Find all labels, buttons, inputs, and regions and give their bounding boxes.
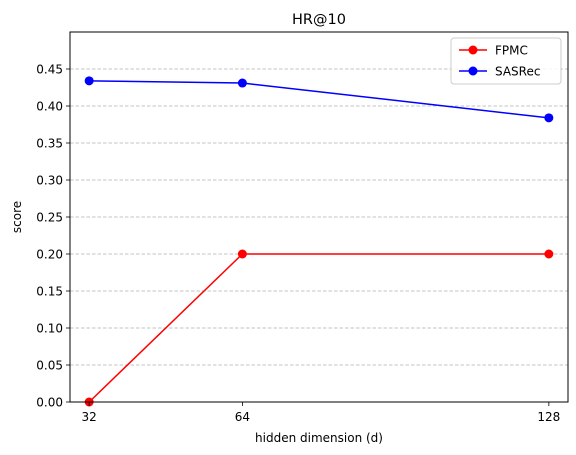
y-axis: 0.00 0.05 0.10 0.15 0.20 0.25 0.30 0.35 0.40 0.45	[36, 63, 70, 410]
y-tick-label: 0.30	[36, 174, 63, 188]
series-lines	[88, 80, 549, 403]
legend-label-sasrec: SASRec	[495, 65, 540, 79]
y-tick-label: 0.45	[36, 63, 63, 77]
y-tick-label: 0.10	[36, 322, 63, 336]
x-tick-label: 128	[537, 410, 560, 424]
y-tick-label: 0.20	[36, 248, 63, 262]
x-tick-label: 32	[82, 410, 97, 424]
y-tick-label: 0.40	[36, 100, 63, 114]
data-point-fpmc	[237, 249, 247, 259]
data-point-sasrec	[84, 76, 94, 86]
y-tick-label: 0.15	[36, 285, 63, 299]
series-points	[84, 76, 554, 407]
x-axis-label: hidden dimension (d)	[255, 431, 383, 445]
grid-lines	[70, 68, 568, 366]
x-axis: 32 64 128	[82, 402, 560, 424]
legend-marker-sasrec	[468, 66, 478, 76]
legend: FPMC SASRec	[450, 37, 562, 85]
x-tick-label: 64	[235, 410, 250, 424]
series-line-sasrec	[89, 80, 549, 119]
y-tick-label: 0.35	[36, 137, 63, 151]
legend-marker-fpmc	[468, 45, 478, 55]
data-point-sasrec	[544, 113, 554, 123]
y-tick-label: 0.00	[36, 396, 63, 410]
y-tick-label: 0.05	[36, 359, 63, 373]
y-tick-label: 0.25	[36, 211, 63, 225]
data-point-sasrec	[237, 78, 247, 88]
y-axis-label: score	[10, 201, 24, 233]
chart-title: HR@10	[292, 12, 346, 28]
legend-label-fpmc: FPMC	[495, 44, 528, 58]
data-point-fpmc	[544, 249, 554, 259]
